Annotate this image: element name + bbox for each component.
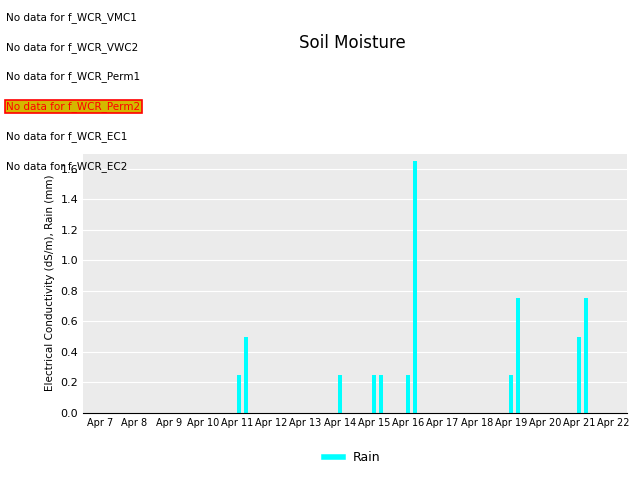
Bar <box>244 336 248 413</box>
Bar <box>509 375 513 413</box>
Bar <box>338 375 342 413</box>
Legend: Rain: Rain <box>319 446 385 469</box>
Bar <box>516 299 520 413</box>
Bar <box>406 375 410 413</box>
Bar <box>237 375 241 413</box>
Text: No data for f_WCR_EC1: No data for f_WCR_EC1 <box>6 131 128 142</box>
Text: No data for f_WCR_Perm1: No data for f_WCR_Perm1 <box>6 72 141 83</box>
Bar <box>584 299 588 413</box>
Text: Soil Moisture: Soil Moisture <box>299 34 405 51</box>
Text: No data for f_WCR_Perm2: No data for f_WCR_Perm2 <box>6 101 141 112</box>
Text: No data for f_WCR_VMC1: No data for f_WCR_VMC1 <box>6 12 137 23</box>
Text: No data for f_WCR_EC2: No data for f_WCR_EC2 <box>6 161 128 172</box>
Bar <box>379 375 383 413</box>
Bar <box>372 375 376 413</box>
Bar <box>577 336 581 413</box>
Bar <box>413 161 417 413</box>
Text: No data for f_WCR_VWC2: No data for f_WCR_VWC2 <box>6 42 139 53</box>
Y-axis label: Electrical Conductivity (dS/m), Rain (mm): Electrical Conductivity (dS/m), Rain (mm… <box>45 175 55 392</box>
